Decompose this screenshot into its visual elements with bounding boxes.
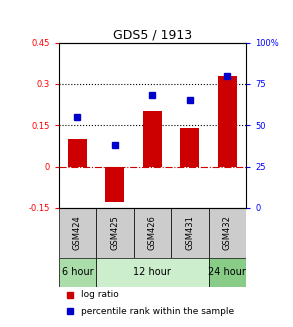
Text: GSM426: GSM426 — [148, 215, 157, 250]
Text: GSM425: GSM425 — [110, 215, 119, 250]
Text: percentile rank within the sample: percentile rank within the sample — [81, 307, 234, 316]
Bar — [59, 258, 96, 287]
Text: GSM424: GSM424 — [73, 215, 82, 250]
Bar — [96, 208, 134, 258]
Bar — [143, 112, 162, 166]
Bar — [134, 208, 171, 258]
Bar — [59, 208, 96, 258]
Text: GSM431: GSM431 — [185, 215, 194, 250]
Text: log ratio: log ratio — [81, 290, 119, 299]
Bar — [209, 208, 246, 258]
Bar — [68, 139, 87, 166]
Bar — [180, 128, 199, 166]
Text: 6 hour: 6 hour — [62, 267, 93, 278]
Bar — [218, 76, 237, 166]
Text: 12 hour: 12 hour — [133, 267, 171, 278]
Text: GSM432: GSM432 — [223, 215, 232, 250]
Bar — [105, 166, 124, 202]
Title: GDS5 / 1913: GDS5 / 1913 — [113, 28, 192, 41]
Bar — [171, 208, 209, 258]
Bar — [96, 258, 209, 287]
Text: 24 hour: 24 hour — [208, 267, 246, 278]
Bar — [209, 258, 246, 287]
